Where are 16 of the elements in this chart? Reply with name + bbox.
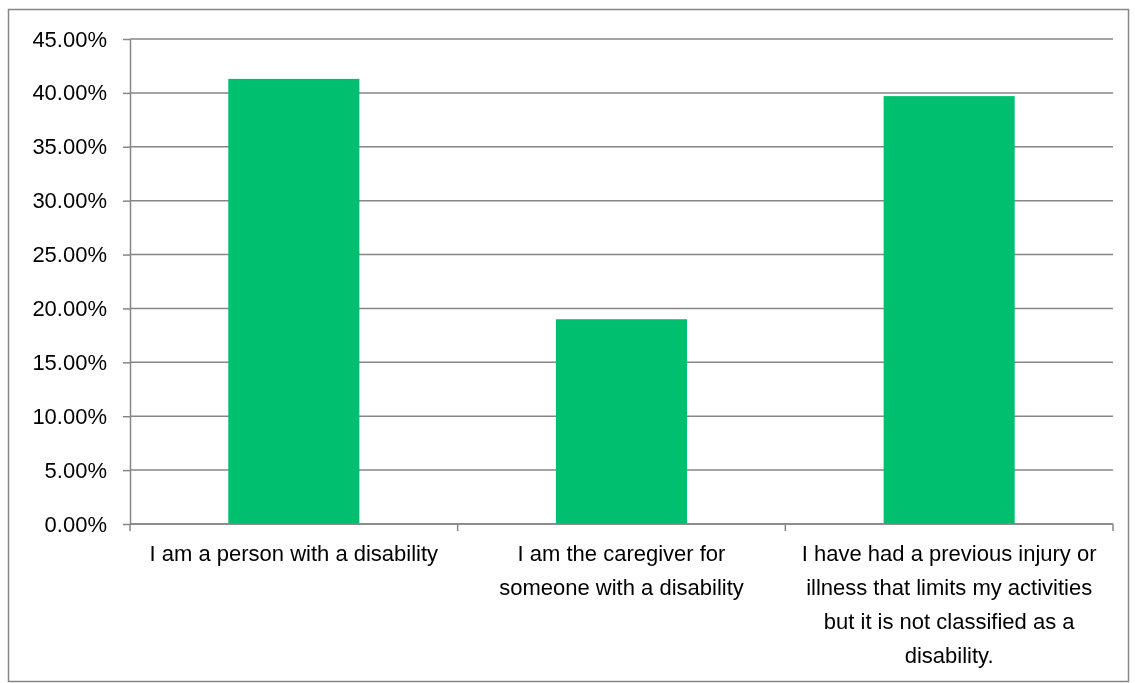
x-tick-label: I am a person with a disability: [149, 541, 439, 566]
bar: [555, 319, 688, 524]
y-tick-label: 15.00%: [32, 349, 107, 375]
bar: [883, 96, 1015, 524]
y-tick-label: 5.00%: [44, 457, 107, 483]
bar: [228, 78, 360, 524]
y-tick-label: 45.00%: [32, 26, 107, 52]
y-tick-label: 10.00%: [32, 403, 107, 429]
x-tick-label: I am the caregiver for someone with a disability: [499, 541, 744, 600]
y-tick-label: 0.00%: [44, 511, 107, 537]
y-tick-label: 20.00%: [32, 295, 107, 321]
y-tick-label: 25.00%: [32, 242, 107, 268]
y-tick-label: 30.00%: [32, 188, 107, 214]
y-tick-label: 40.00%: [32, 80, 107, 106]
y-tick-label: 35.00%: [32, 134, 107, 160]
x-tick-label: I have had a previous injury or illness that limits my activities but it is not classified as a disability.: [801, 541, 1097, 668]
